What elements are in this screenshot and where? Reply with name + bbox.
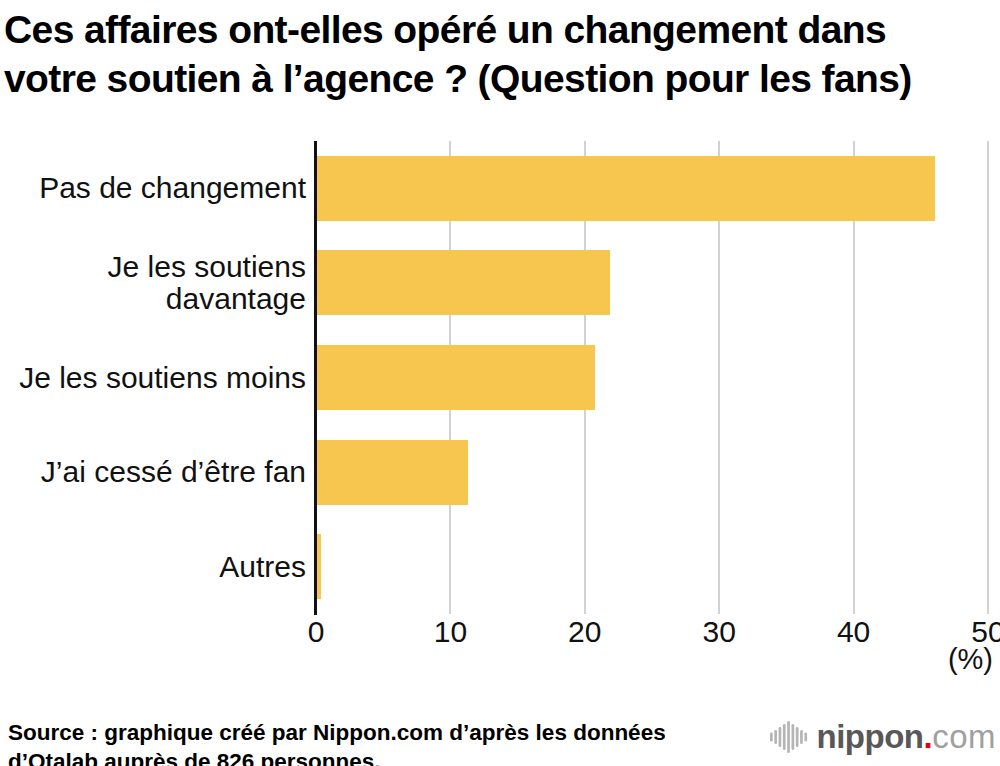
soundwave-icon — [770, 717, 810, 757]
logo-tld: com — [932, 718, 996, 755]
category-label-line: J’ai cessé d’être fan — [0, 456, 306, 488]
category-label: Autres — [0, 551, 306, 583]
category-label-line: davantage — [0, 283, 306, 315]
bar — [317, 440, 468, 505]
category-label: J’ai cessé d’être fan — [0, 456, 306, 488]
bar — [317, 534, 321, 599]
category-label-line: Je les soutiens — [0, 251, 306, 283]
source-note-line2: d’Otalab auprès de 826 personnes. — [8, 747, 666, 766]
x-axis-ticks: 01020304050 — [316, 615, 988, 651]
category-label-line: Pas de changement — [0, 172, 306, 204]
gridline-50 — [987, 141, 989, 614]
nippon-logo: nippon.com — [770, 715, 996, 759]
source-note: Source : graphique créé par Nippon.com d… — [8, 718, 666, 766]
chart-canvas: Ces affaires ont-elles opéré un changeme… — [0, 0, 1000, 766]
x-tick-label-10: 10 — [434, 615, 467, 649]
x-axis-unit-label: (%) — [948, 643, 993, 676]
bar — [317, 345, 595, 410]
x-tick-label-30: 30 — [703, 615, 736, 649]
x-tick-label-40: 40 — [837, 615, 870, 649]
category-axis: Pas de changement Je les soutiensdavantag… — [0, 141, 306, 614]
bar — [317, 250, 610, 315]
logo-red-dot: . — [923, 718, 932, 755]
plot-area — [316, 141, 988, 614]
nippon-wordmark: nippon.com — [817, 718, 996, 756]
source-note-line1: Source : graphique créé par Nippon.com d… — [8, 718, 666, 747]
logo-name: nippon — [817, 718, 924, 755]
chart-title-line1: Ces affaires ont-elles opéré un changeme… — [4, 5, 912, 54]
category-label: Pas de changement — [0, 172, 306, 204]
category-label: Je les soutiensdavantage — [0, 251, 306, 315]
chart-title-line2: votre soutien à l’agence ? (Question pou… — [4, 54, 912, 103]
category-label-line: Je les soutiens moins — [0, 362, 306, 394]
category-label-line: Autres — [0, 551, 306, 583]
chart-title: Ces affaires ont-elles opéré un changeme… — [4, 5, 912, 103]
x-tick-label-20: 20 — [568, 615, 601, 649]
x-tick-label-0: 0 — [308, 615, 325, 649]
category-label: Je les soutiens moins — [0, 362, 306, 394]
bar — [317, 156, 935, 221]
